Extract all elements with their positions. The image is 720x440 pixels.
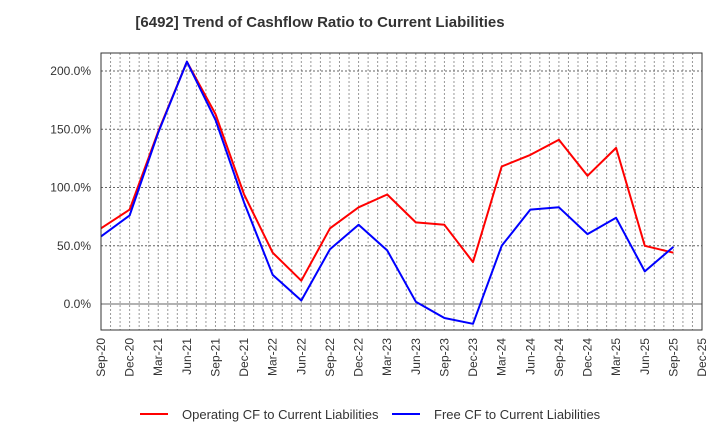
legend-item: Free CF to Current Liabilities bbox=[392, 407, 601, 422]
x-tick-label: Mar-24 bbox=[495, 338, 509, 376]
y-tick-label: 100.0% bbox=[50, 181, 91, 195]
x-axis: Sep-20 Dec-20 Mar-21 Jun-21 Sep-21 Dec-21 Mar-… bbox=[94, 338, 709, 377]
legend-label: Free CF to Current Liabilities bbox=[434, 407, 601, 422]
x-tick-label: Mar-25 bbox=[609, 338, 623, 376]
x-tick-label: Mar-23 bbox=[380, 338, 394, 376]
plot-frame bbox=[100, 52, 703, 331]
x-tick-label: Sep-22 bbox=[323, 338, 337, 377]
series-line-free-cf bbox=[100, 60, 675, 325]
x-tick-label: Sep-25 bbox=[666, 338, 680, 377]
x-tick-label: Jun-22 bbox=[294, 338, 308, 375]
y-tick-label: 50.0% bbox=[57, 239, 91, 253]
x-tick-label: Mar-21 bbox=[151, 338, 165, 376]
legend-label: Operating CF to Current Liabilities bbox=[182, 407, 379, 422]
legend: Operating CF to Current Liabilities Free … bbox=[140, 407, 601, 422]
x-tick-label: Sep-20 bbox=[94, 338, 108, 377]
x-tick-label: Sep-23 bbox=[437, 338, 451, 377]
x-tick-label: Dec-21 bbox=[237, 338, 251, 377]
x-tick-label: Dec-23 bbox=[466, 338, 480, 377]
grid bbox=[101, 53, 702, 330]
x-tick-label: Jun-24 bbox=[523, 338, 537, 375]
x-tick-label: Dec-20 bbox=[123, 338, 137, 377]
y-axis: 0.0% 50.0% 100.0% 150.0% 200.0% bbox=[50, 64, 91, 311]
y-tick-label: 200.0% bbox=[50, 64, 91, 78]
chart-title: [6492] Trend of Cashflow Ratio to Curren… bbox=[135, 14, 505, 31]
x-tick-label: Dec-22 bbox=[352, 338, 366, 377]
y-tick-label: 0.0% bbox=[64, 297, 92, 311]
y-tick-label: 150.0% bbox=[50, 122, 91, 136]
x-tick-label: Jun-21 bbox=[180, 338, 194, 375]
x-tick-label: Dec-25 bbox=[695, 338, 709, 377]
x-tick-label: Dec-24 bbox=[581, 338, 595, 377]
x-tick-label: Sep-24 bbox=[552, 338, 566, 377]
x-tick-label: Sep-21 bbox=[208, 338, 222, 377]
x-tick-label: Jun-23 bbox=[409, 338, 423, 375]
series-lines bbox=[100, 60, 675, 325]
legend-item: Operating CF to Current Liabilities bbox=[140, 407, 379, 422]
x-tick-label: Jun-25 bbox=[638, 338, 652, 375]
x-tick-label: Mar-22 bbox=[266, 338, 280, 376]
